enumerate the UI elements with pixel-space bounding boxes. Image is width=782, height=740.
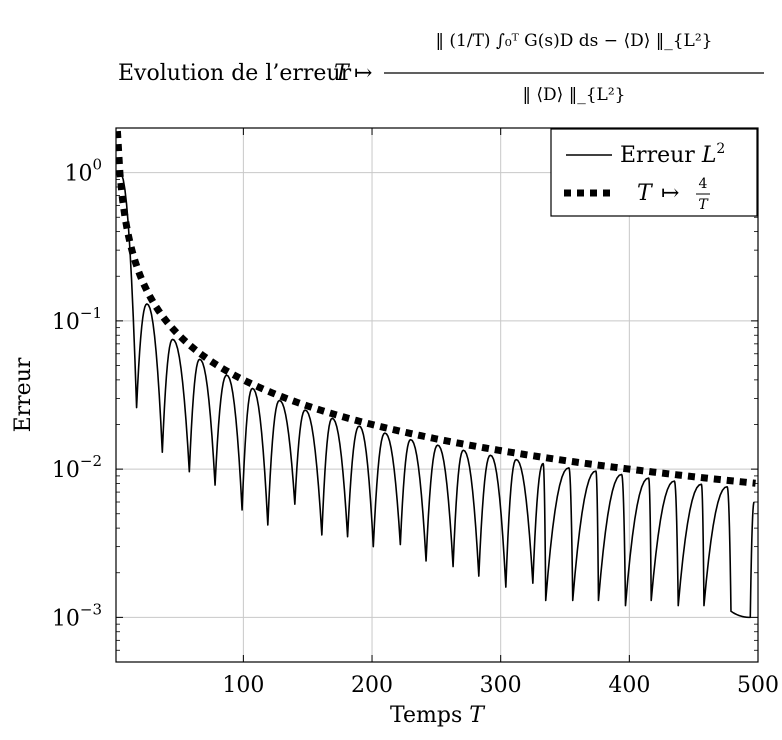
legend-label-bound-num: 4: [699, 176, 708, 192]
legend-label-bound-den: T: [698, 197, 709, 213]
svg-text:Temps T: Temps T: [390, 703, 486, 728]
x-axis-ticks: 100 200 300 400 500: [222, 128, 779, 698]
x-tick-label: 300: [480, 673, 522, 698]
title-map-var: T: [334, 61, 351, 86]
chart-title: Evolution de l’erreur T ↦ ‖ (1/T) ∫₀ᵀ G(…: [118, 31, 764, 105]
legend-box: [550, 128, 758, 217]
y-axis-label: Erreur: [11, 357, 36, 432]
x-tick-label: 200: [351, 673, 393, 698]
y-tick-label: 10−3: [52, 600, 102, 631]
series-line-error: [119, 172, 755, 619]
title-denominator: ‖ ⟨D⟩ ‖_{L²}: [523, 85, 626, 105]
legend-label-error: Erreur L2: [620, 141, 725, 168]
x-tick-label: 100: [222, 673, 264, 698]
x-tick-label: 500: [737, 673, 779, 698]
title-numerator: ‖ (1/T) ∫₀ᵀ G(s)D ds − ⟨D⟩ ‖_{L²}: [436, 31, 713, 51]
x-tick-label: 400: [608, 673, 650, 698]
svg-text:Erreur: Erreur: [11, 357, 36, 432]
y-tick-label: 10−1: [52, 304, 102, 335]
title-map-arrow: ↦: [354, 61, 372, 86]
legend-label-bound-arrow: ↦: [661, 181, 679, 206]
series-layer: [116, 130, 756, 619]
legend-label-bound-var: T: [637, 181, 654, 206]
y-tick-label: 100: [64, 156, 102, 187]
y-axis-ticks: 100 10−1 10−2 10−3: [52, 156, 758, 631]
y-tick-label: 10−2: [52, 452, 102, 483]
x-axis-label: Temps T: [390, 703, 486, 728]
title-prefix: Evolution de l’erreur: [118, 61, 352, 86]
legend: Erreur L2 T ↦ 4 T: [550, 128, 758, 217]
series-line-bound: [116, 130, 756, 487]
plot-frame: [115, 127, 759, 663]
